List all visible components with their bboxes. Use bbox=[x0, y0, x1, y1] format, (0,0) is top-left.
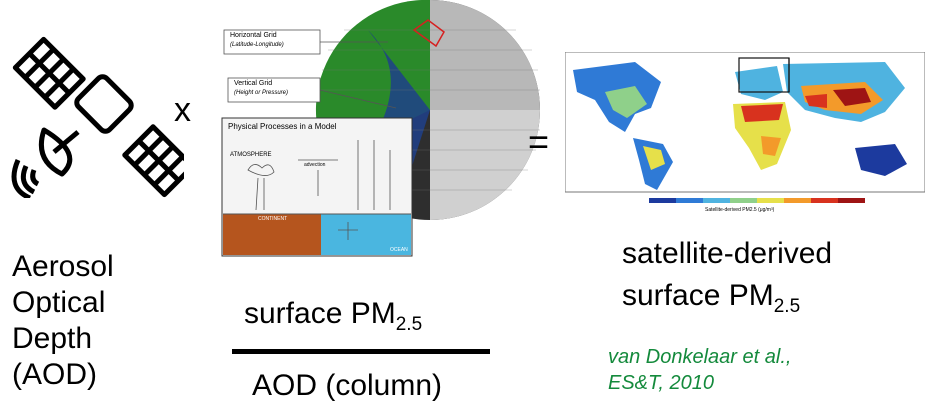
colorbar-swatch bbox=[838, 198, 865, 203]
numerator-text: surface PM bbox=[244, 297, 396, 330]
satellite-icon bbox=[11, 36, 184, 198]
ratio-numerator: surface PM2.5 bbox=[244, 296, 422, 343]
horizontal-grid-label: Horizontal Grid bbox=[230, 32, 277, 39]
aod-label-line: (AOD) bbox=[12, 358, 97, 391]
globe-grid-illustration bbox=[221, 0, 540, 257]
model-figure: Horizontal Grid (Latitude-Longitude) Ver… bbox=[218, 0, 590, 258]
aod-label-line: Depth bbox=[12, 322, 93, 355]
numerator-subscript: 2.5 bbox=[395, 314, 423, 335]
colorbar-label: Satellite-derived PM2.5 (μg/m³) bbox=[705, 207, 775, 213]
multiply-sign: x bbox=[174, 91, 191, 129]
atmosphere-label: ATMOSPHERE bbox=[230, 152, 272, 158]
colorbar-swatch bbox=[730, 198, 757, 203]
citation: van Donkelaar et al., ES&T, 2010 bbox=[608, 344, 791, 396]
result-text: surface PM bbox=[622, 279, 774, 312]
world-map-illustration bbox=[564, 51, 926, 193]
aod-label-line: Optical bbox=[12, 286, 106, 319]
colorbar bbox=[649, 198, 865, 203]
colorbar-swatch bbox=[649, 198, 676, 203]
colorbar-swatch bbox=[811, 198, 838, 203]
result-line1: satellite-derived bbox=[622, 237, 833, 270]
fraction-bar bbox=[232, 349, 490, 354]
colorbar-swatch bbox=[676, 198, 703, 203]
aod-label-line: Aerosol bbox=[12, 250, 114, 283]
advection-label: advection bbox=[304, 162, 326, 168]
ocean-label: OCEAN bbox=[390, 247, 408, 253]
citation-line1: van Donkelaar et al., bbox=[608, 346, 792, 368]
citation-line2: ES&T, 2010 bbox=[608, 372, 715, 394]
colorbar-swatch bbox=[757, 198, 784, 203]
processes-title: Physical Processes in a Model bbox=[228, 122, 337, 131]
vertical-grid-sublabel: (Height or Pressure) bbox=[234, 90, 289, 96]
colorbar-swatch bbox=[703, 198, 730, 203]
pm25-map-figure: Satellite-derived PM2.5 (μg/m³) bbox=[564, 51, 926, 220]
colorbar-swatch bbox=[784, 198, 811, 203]
result-subscript: 2.5 bbox=[773, 296, 801, 317]
equals-sign: = bbox=[528, 121, 550, 162]
horizontal-grid-sublabel: (Latitude-Longitude) bbox=[230, 42, 284, 48]
result-line2: surface PM2.5 bbox=[622, 278, 800, 325]
aod-label: Aerosol Optical Depth (AOD) bbox=[12, 249, 114, 393]
vertical-grid-label: Vertical Grid bbox=[234, 80, 273, 87]
ratio-denominator: AOD (column) bbox=[252, 369, 443, 402]
continent-label: CONTINENT bbox=[258, 216, 288, 222]
